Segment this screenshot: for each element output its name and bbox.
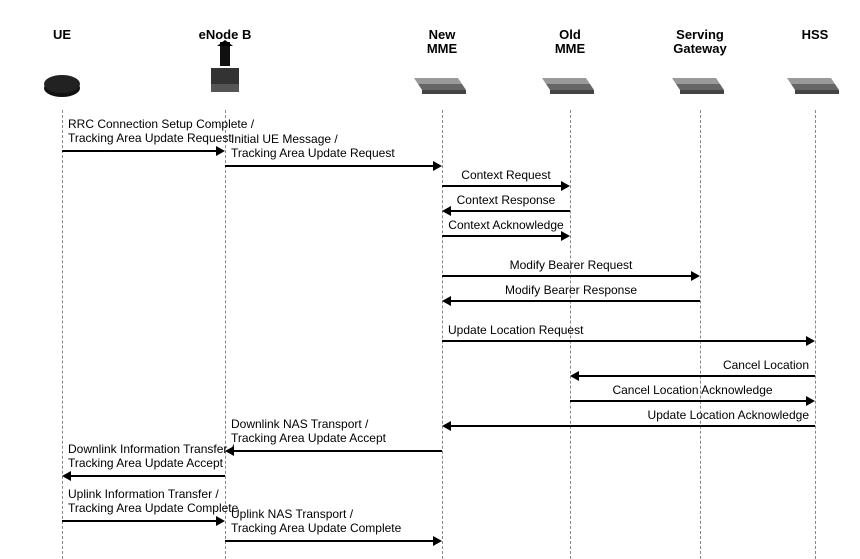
msg-arrow-4 bbox=[442, 235, 563, 237]
msg-arrow-14 bbox=[225, 540, 435, 542]
msg-arrow-2 bbox=[442, 185, 563, 187]
msg-arrow-12 bbox=[69, 475, 225, 477]
msg-label-11: Downlink NAS Transport / Tracking Area U… bbox=[231, 418, 386, 446]
msg-arrowhead-8 bbox=[570, 371, 579, 381]
actor-icon-hss bbox=[787, 60, 843, 100]
sequence-diagram: UEeNode BNew MMEOld MMEServing GatewayHS… bbox=[0, 0, 860, 559]
actor-label-ue: UE bbox=[12, 28, 112, 42]
msg-label-1: Initial UE Message / Tracking Area Updat… bbox=[231, 133, 395, 161]
actor-label-hss: HSS bbox=[765, 28, 860, 42]
actor-icon-sgw bbox=[672, 60, 728, 100]
msg-arrow-0 bbox=[62, 150, 218, 152]
msg-label-3: Context Response bbox=[442, 194, 570, 208]
msg-label-9: Cancel Location Acknowledge bbox=[570, 384, 815, 398]
msg-arrowhead-0 bbox=[216, 146, 225, 156]
lifeline-ue bbox=[62, 110, 63, 559]
actor-label-omme: Old MME bbox=[520, 28, 620, 57]
msg-label-0: RRC Connection Setup Complete / Tracking… bbox=[68, 118, 254, 146]
msg-arrow-13 bbox=[62, 520, 218, 522]
actor-icon-enb bbox=[197, 60, 253, 100]
msg-arrow-6 bbox=[449, 300, 700, 302]
msg-label-14: Uplink NAS Transport / Tracking Area Upd… bbox=[231, 508, 401, 536]
msg-arrow-10 bbox=[449, 425, 815, 427]
msg-arrowhead-12 bbox=[62, 471, 71, 481]
msg-arrow-3 bbox=[449, 210, 570, 212]
msg-label-5: Modify Bearer Request bbox=[442, 259, 700, 273]
msg-arrowhead-13 bbox=[216, 516, 225, 526]
msg-label-8: Cancel Location bbox=[723, 359, 809, 373]
actor-label-sgw: Serving Gateway bbox=[650, 28, 750, 57]
msg-arrowhead-7 bbox=[806, 336, 815, 346]
msg-label-13: Uplink Information Transfer / Tracking A… bbox=[68, 488, 238, 516]
actor-label-nmme: New MME bbox=[392, 28, 492, 57]
msg-arrow-5 bbox=[442, 275, 693, 277]
actor-icon-ue bbox=[34, 60, 90, 100]
msg-arrow-8 bbox=[577, 375, 815, 377]
msg-arrow-1 bbox=[225, 165, 435, 167]
msg-label-4: Context Acknowledge bbox=[442, 219, 570, 233]
lifeline-sgw bbox=[700, 110, 701, 559]
msg-arrow-7 bbox=[442, 340, 808, 342]
msg-label-6: Modify Bearer Response bbox=[442, 284, 700, 298]
msg-label-2: Context Request bbox=[442, 169, 570, 183]
msg-arrowhead-10 bbox=[442, 421, 451, 431]
lifeline-hss bbox=[815, 110, 816, 559]
msg-arrowhead-14 bbox=[433, 536, 442, 546]
actor-icon-omme bbox=[542, 60, 598, 100]
msg-label-12: Downlink Information Transfer / Tracking… bbox=[68, 443, 234, 471]
msg-arrowhead-1 bbox=[433, 161, 442, 171]
msg-label-10: Update Location Acknowledge bbox=[648, 409, 809, 423]
msg-arrow-9 bbox=[570, 400, 808, 402]
msg-label-7: Update Location Request bbox=[448, 324, 583, 338]
actor-icon-nmme bbox=[414, 60, 470, 100]
msg-arrow-11 bbox=[232, 450, 442, 452]
